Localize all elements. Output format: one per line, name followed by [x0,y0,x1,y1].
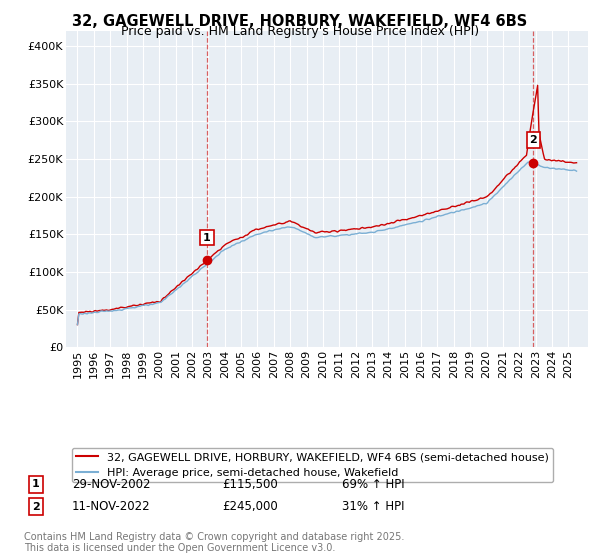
Text: 31% ↑ HPI: 31% ↑ HPI [342,500,404,514]
Text: 1: 1 [32,479,40,489]
Text: 11-NOV-2022: 11-NOV-2022 [72,500,151,514]
Text: 2: 2 [529,135,537,145]
Text: £115,500: £115,500 [222,478,278,491]
Legend: 32, GAGEWELL DRIVE, HORBURY, WAKEFIELD, WF4 6BS (semi-detached house), HPI: Aver: 32, GAGEWELL DRIVE, HORBURY, WAKEFIELD, … [71,447,553,482]
Text: 29-NOV-2002: 29-NOV-2002 [72,478,151,491]
Text: 32, GAGEWELL DRIVE, HORBURY, WAKEFIELD, WF4 6BS: 32, GAGEWELL DRIVE, HORBURY, WAKEFIELD, … [73,14,527,29]
Text: Contains HM Land Registry data © Crown copyright and database right 2025.
This d: Contains HM Land Registry data © Crown c… [24,531,404,553]
Text: Price paid vs. HM Land Registry's House Price Index (HPI): Price paid vs. HM Land Registry's House … [121,25,479,38]
Text: 69% ↑ HPI: 69% ↑ HPI [342,478,404,491]
Text: £245,000: £245,000 [222,500,278,514]
Text: 1: 1 [203,232,211,242]
Text: 2: 2 [32,502,40,512]
